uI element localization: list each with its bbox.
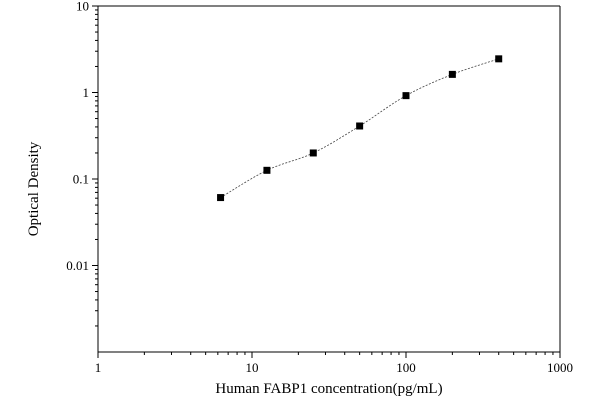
x-tick-label: 100: [396, 360, 416, 375]
y-tick-label: 0.01: [66, 258, 89, 273]
data-point: [448, 70, 456, 78]
data-point: [495, 55, 503, 63]
y-tick-label: 0.1: [73, 172, 89, 187]
data-markers: [217, 55, 503, 202]
y-axis-title: Optical Density: [26, 141, 42, 236]
tick-labels: 1 10 100 1000 10 1 0.1 0.01: [66, 0, 573, 375]
y-tick-label: 1: [83, 85, 90, 100]
ticks: [92, 5, 561, 358]
data-point: [263, 166, 271, 174]
data-point: [402, 92, 410, 100]
x-tick-label: 10: [246, 360, 259, 375]
data-point: [309, 149, 317, 157]
x-tick-label: 1: [95, 360, 102, 375]
plot-frame: [97, 5, 561, 353]
x-axis-title: Human FABP1 concentration(pg/mL): [215, 381, 442, 397]
data-point: [217, 194, 225, 202]
y-tick-label: 10: [76, 0, 89, 14]
x-tick-label: 1000: [547, 360, 573, 375]
data-point: [356, 122, 364, 130]
